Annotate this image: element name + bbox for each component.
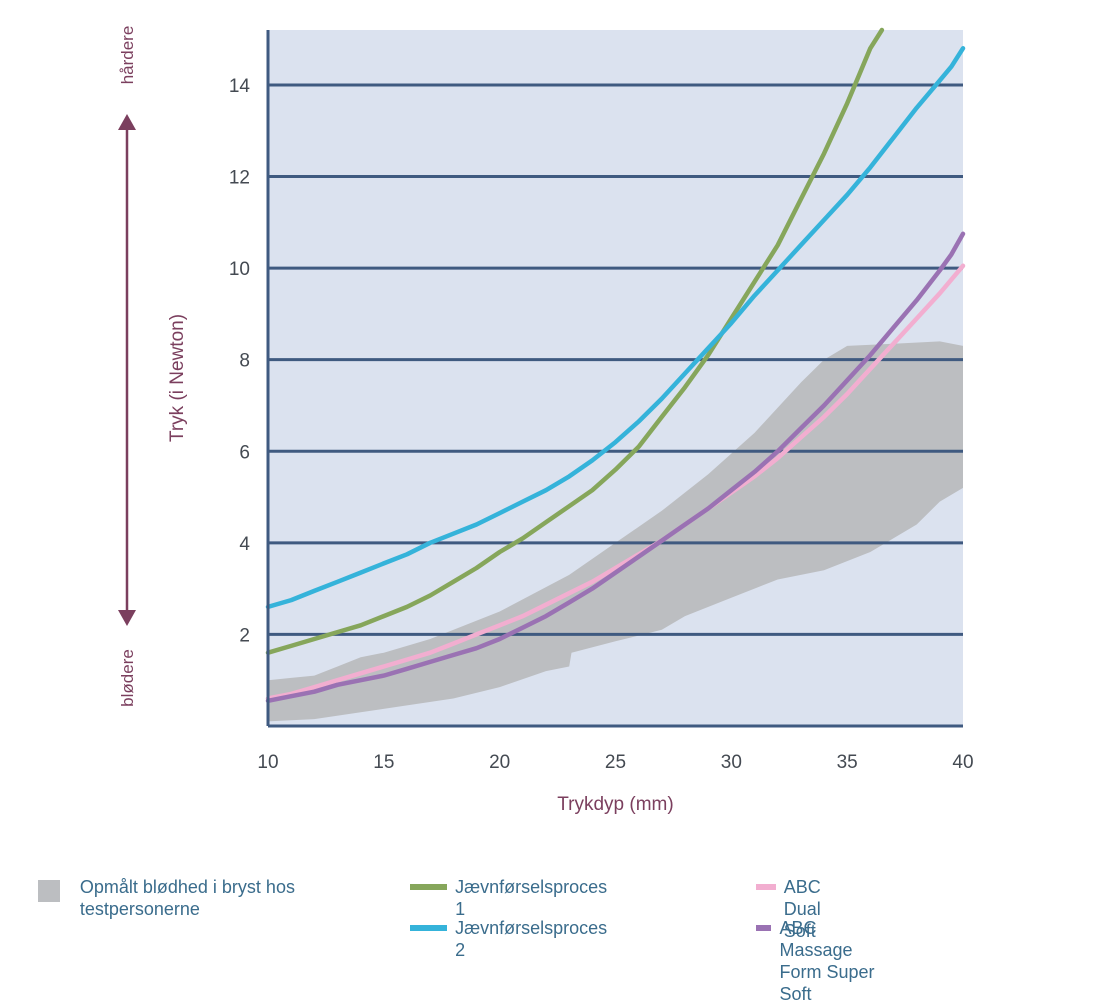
x-tick-15: 15 (373, 752, 394, 773)
y-axis-title: Tryk (i Newton) (167, 314, 188, 442)
series2-swatch (410, 925, 448, 931)
series1-swatch (410, 884, 448, 890)
legend-item-series3: ABC Dual Soft (756, 876, 841, 942)
legend-item-series1: Jævnførselsproces 1 (410, 876, 610, 920)
y-tick-14: 14 (229, 76, 251, 97)
series3-swatch (756, 884, 776, 890)
y-tick-12: 12 (229, 168, 250, 189)
series-lines (265, 27, 966, 704)
softer-label: blødere (118, 649, 137, 707)
series4-swatch (756, 925, 772, 931)
y-tick-10: 10 (229, 259, 250, 280)
legend-label-series2: Jævnførselsproces 2 (455, 918, 608, 960)
x-tick-30: 30 (721, 752, 742, 773)
series-line-3 (265, 263, 966, 701)
x-tick-20: 20 (489, 752, 510, 773)
y-tick-2: 2 (239, 625, 250, 646)
legend-item-band: Opmålt blødhed i bryst hos testpersonern… (38, 876, 368, 920)
series-line-2 (265, 46, 966, 610)
legend-label-series3: ABC Dual Soft (783, 877, 821, 941)
y-tick-8: 8 (239, 351, 250, 372)
x-axis-title: Trykdyp (mm) (557, 794, 673, 815)
legend-item-series4: ABC Massage Form Super Soft (756, 917, 877, 1005)
legend-label-series1: Jævnførselsproces 1 (455, 877, 608, 919)
band-swatch (38, 880, 60, 902)
x-tick-10: 10 (257, 752, 278, 773)
chart: 10 15 20 25 30 35 40 2 4 6 8 10 12 14 Trykdyp (mm) T… (118, 26, 974, 815)
y-tick-labels: 2 4 6 8 10 12 14 (229, 76, 251, 646)
x-tick-35: 35 (837, 752, 858, 773)
y-tick-4: 4 (239, 534, 250, 555)
series-line-4 (265, 231, 966, 704)
legend-label-band: Opmålt blødhed i bryst hos testpersonern… (79, 877, 295, 919)
y-tick-6: 6 (239, 442, 250, 463)
measured-softness-band (268, 341, 963, 722)
x-tick-25: 25 (605, 752, 626, 773)
arrow-down-icon (118, 610, 136, 626)
legend-item-series2: Jævnførselsproces 2 (410, 917, 610, 961)
series-line-1 (265, 27, 885, 655)
arrow-up-icon (118, 114, 136, 130)
legend-label-series4: ABC Massage Form Super Soft (779, 918, 875, 1004)
harder-label: hårdere (118, 26, 137, 85)
x-tick-labels: 10 15 20 25 30 35 40 (257, 752, 973, 773)
grid-lines (268, 83, 963, 636)
x-tick-40: 40 (952, 752, 973, 773)
softness-scale-arrow (118, 114, 136, 626)
